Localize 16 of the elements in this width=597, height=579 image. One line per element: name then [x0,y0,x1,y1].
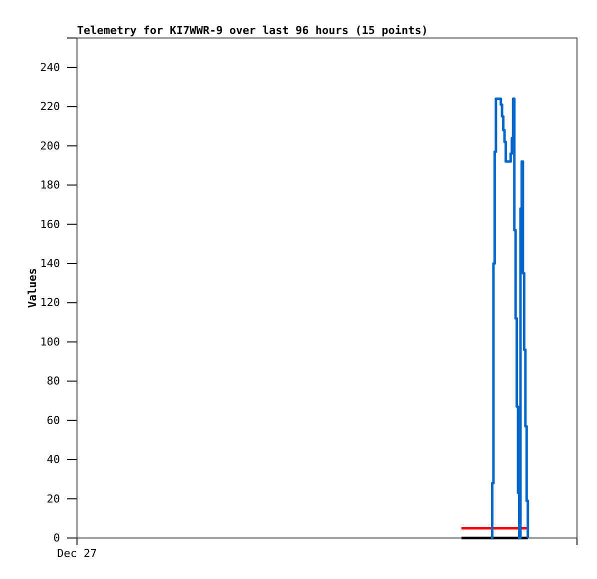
y-tick-label: 220 [40,100,60,114]
y-tick-label: 100 [40,335,60,348]
y-tick-label: 240 [40,60,60,74]
y-tick-label: 140 [40,257,60,270]
chart-title: Telemetry for KI7WWR-9 over last 96 hours (15 points) [77,24,428,37]
y-axis-title: Values [26,268,39,308]
y-tick-label: 80 [46,374,60,388]
y-tick-label: 180 [40,178,60,192]
y-tick-label: 20 [46,492,60,506]
x-tick-label: Dec 27 [57,546,97,560]
y-tick-label: 0 [53,532,60,545]
y-tick-label: 120 [40,296,60,310]
y-tick-label: 160 [40,218,60,231]
y-tick-label: 60 [46,414,60,427]
y-tick-label: 40 [46,453,60,466]
y-tick-label: 200 [40,139,60,152]
